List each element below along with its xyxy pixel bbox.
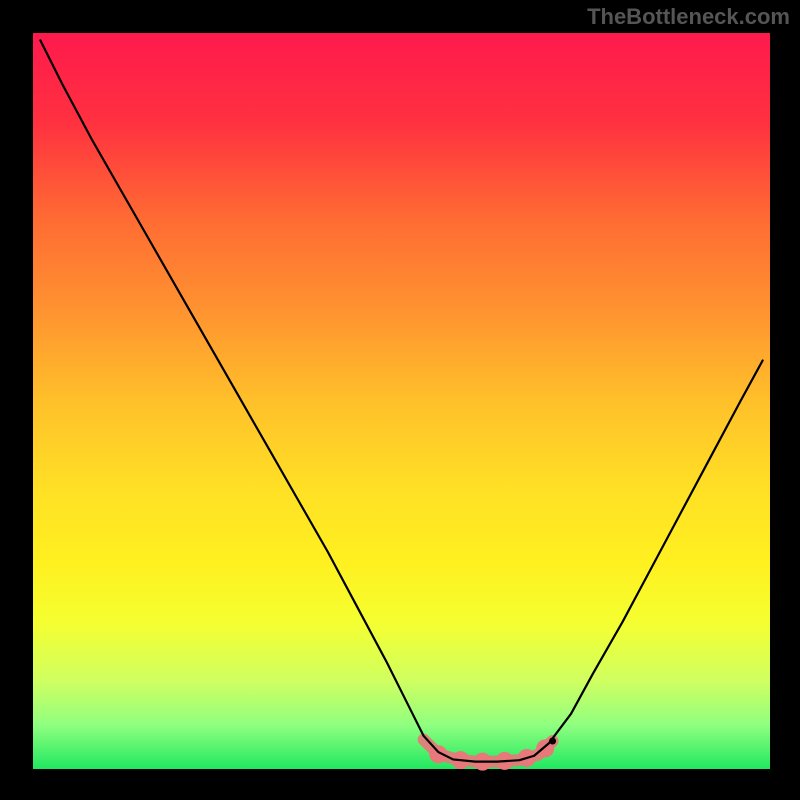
chart-svg xyxy=(0,0,800,800)
watermark-text: TheBottleneck.com xyxy=(587,4,790,30)
curve-end-dot xyxy=(549,738,556,745)
bottleneck-curve xyxy=(40,40,762,761)
